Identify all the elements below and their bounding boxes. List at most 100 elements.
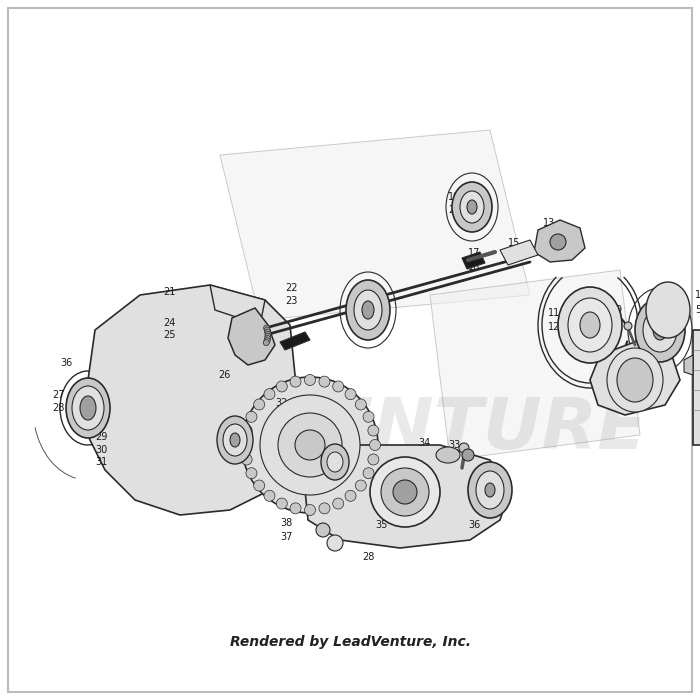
Ellipse shape: [354, 290, 382, 330]
Text: 30: 30: [95, 445, 107, 455]
Text: 29: 29: [95, 432, 107, 442]
Polygon shape: [305, 445, 510, 548]
Circle shape: [345, 389, 356, 400]
Ellipse shape: [66, 378, 110, 438]
Polygon shape: [430, 270, 640, 460]
Text: 5: 5: [695, 305, 700, 315]
Circle shape: [253, 399, 265, 410]
Ellipse shape: [230, 433, 240, 447]
Polygon shape: [462, 252, 485, 269]
Circle shape: [242, 377, 378, 513]
Text: 37: 37: [280, 532, 293, 542]
Circle shape: [263, 340, 270, 346]
Circle shape: [276, 381, 287, 392]
Ellipse shape: [617, 358, 653, 402]
Circle shape: [327, 535, 343, 551]
Text: 23: 23: [285, 296, 298, 306]
Circle shape: [304, 374, 316, 386]
Circle shape: [319, 503, 330, 514]
Text: 32: 32: [275, 398, 288, 408]
Text: 21: 21: [163, 287, 176, 297]
Circle shape: [356, 399, 366, 410]
Text: 19: 19: [448, 192, 461, 202]
Circle shape: [264, 337, 270, 344]
Circle shape: [356, 480, 366, 491]
Ellipse shape: [646, 282, 690, 338]
Polygon shape: [220, 130, 530, 320]
Ellipse shape: [223, 424, 247, 456]
Circle shape: [246, 412, 257, 422]
Circle shape: [370, 457, 440, 527]
Ellipse shape: [468, 462, 512, 518]
Text: ADVENTURE: ADVENTURE: [153, 395, 648, 465]
Circle shape: [290, 503, 301, 514]
Circle shape: [624, 322, 632, 330]
Circle shape: [363, 468, 374, 479]
Ellipse shape: [346, 280, 390, 340]
Text: 9: 9: [450, 452, 456, 462]
Text: ARCTIC
CAT: ARCTIC CAT: [394, 486, 416, 498]
Circle shape: [345, 490, 356, 501]
Circle shape: [265, 327, 270, 333]
Text: 36: 36: [468, 520, 480, 530]
Circle shape: [368, 425, 379, 436]
Circle shape: [241, 425, 252, 436]
Text: 16: 16: [508, 252, 520, 262]
Text: 27: 27: [52, 390, 64, 400]
Ellipse shape: [452, 182, 492, 232]
Text: 1: 1: [695, 290, 700, 300]
Polygon shape: [210, 285, 265, 325]
Text: 30: 30: [280, 460, 293, 470]
Circle shape: [550, 234, 566, 250]
Circle shape: [290, 376, 301, 387]
Circle shape: [265, 329, 271, 335]
Text: 8: 8: [615, 318, 621, 328]
Circle shape: [319, 376, 330, 387]
Text: 36: 36: [60, 358, 72, 368]
Circle shape: [363, 412, 374, 422]
Circle shape: [264, 389, 275, 400]
Circle shape: [276, 498, 287, 509]
Circle shape: [241, 454, 252, 465]
Circle shape: [370, 440, 381, 451]
Ellipse shape: [580, 312, 600, 338]
Text: 28: 28: [52, 403, 64, 413]
Ellipse shape: [327, 452, 343, 472]
Text: 14: 14: [543, 232, 555, 242]
Polygon shape: [280, 332, 310, 350]
Ellipse shape: [436, 447, 460, 463]
Polygon shape: [85, 285, 305, 515]
Text: 3: 3: [668, 312, 674, 322]
Text: 34: 34: [418, 438, 430, 448]
Text: 10: 10: [620, 395, 632, 405]
Circle shape: [246, 468, 257, 479]
Ellipse shape: [485, 483, 495, 497]
Text: 12: 12: [548, 322, 561, 332]
Circle shape: [295, 430, 325, 460]
Text: 13: 13: [543, 218, 555, 228]
Ellipse shape: [558, 287, 622, 363]
Circle shape: [265, 335, 271, 342]
Circle shape: [253, 480, 265, 491]
Ellipse shape: [362, 301, 374, 319]
Circle shape: [332, 498, 344, 509]
Ellipse shape: [467, 200, 477, 214]
Circle shape: [459, 443, 469, 453]
Ellipse shape: [476, 471, 504, 509]
Text: 24: 24: [163, 318, 176, 328]
Text: 18: 18: [468, 262, 480, 272]
Polygon shape: [534, 220, 585, 262]
Circle shape: [265, 333, 271, 340]
Circle shape: [265, 331, 271, 337]
Text: 2: 2: [668, 298, 674, 308]
Text: 35: 35: [375, 520, 387, 530]
Text: 17: 17: [468, 248, 480, 258]
Polygon shape: [228, 308, 275, 365]
Ellipse shape: [643, 308, 677, 352]
Circle shape: [393, 480, 417, 504]
Text: 38: 38: [280, 518, 293, 528]
Ellipse shape: [607, 348, 663, 412]
Text: 25: 25: [163, 330, 176, 340]
Text: 33: 33: [448, 440, 461, 450]
Text: 6: 6: [620, 382, 626, 392]
